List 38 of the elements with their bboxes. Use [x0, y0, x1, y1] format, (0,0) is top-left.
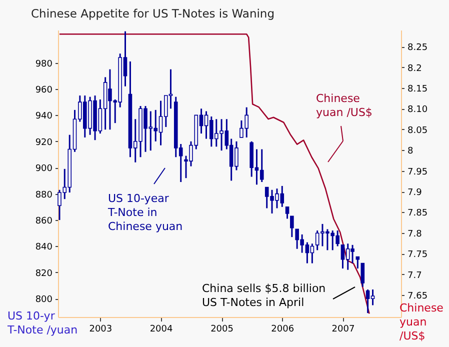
- y2-tick-label: 8.10: [408, 105, 428, 116]
- y-tick-label: 820: [35, 268, 53, 279]
- y-tick-label: 940: [35, 112, 53, 122]
- candlestick: [290, 215, 294, 238]
- y-tick-label: 880: [35, 190, 53, 200]
- y-tick-label: 900: [35, 164, 53, 174]
- y2-tick-label: 8.2: [408, 64, 422, 74]
- y2-tick-label: 7.9: [408, 188, 422, 198]
- y2-tick-label: 7.8: [408, 229, 422, 240]
- candlestick: [285, 206, 290, 220]
- y2-axis-title: Chinese yuan /US$: [400, 302, 444, 342]
- y-tick-label: 800: [35, 295, 53, 306]
- y2-tick-label: 8: [408, 146, 414, 157]
- y2-tick-label: 7.75: [408, 250, 428, 260]
- y2-tick-label: 8.15: [408, 84, 428, 94]
- legend-label: US 10-year T-Note in Chinese yuan: [107, 192, 183, 233]
- line-series: [58, 33, 370, 314]
- x-tick-label: 2005: [210, 324, 234, 334]
- y-tick-label: 860: [35, 216, 53, 227]
- y-tick-label: 920: [35, 138, 53, 148]
- y2-tick-label: 7.7: [408, 270, 422, 281]
- y2-tick-label: 8.05: [408, 126, 428, 136]
- y-tick-label: 960: [35, 85, 53, 96]
- y2-tick-label: 7.95: [408, 167, 428, 178]
- text: Chinese yuan /US$: [316, 92, 372, 119]
- y-axis-title: US 10-yr T-Note /yuan: [6, 310, 78, 336]
- y2-tick-label: 8.25: [408, 43, 428, 54]
- x-tick-label: 2004: [150, 324, 173, 334]
- candlestick: [360, 262, 365, 288]
- x-tick-label: 2006: [271, 324, 294, 334]
- chart-title: Chinese Appetite for US T-Notes is Waning: [31, 6, 275, 20]
- x-tick-label: 2003: [89, 324, 112, 334]
- y2-tick-label: 7.85: [408, 208, 428, 219]
- y-tick-label: 840: [35, 242, 53, 253]
- x-tick-label: 2007: [332, 324, 355, 334]
- annotation: China sells $5.8 billion US T-Notes in April: [202, 282, 326, 309]
- y-tick-label: 980: [35, 59, 53, 70]
- y2-tick-label: 7.65: [408, 292, 428, 302]
